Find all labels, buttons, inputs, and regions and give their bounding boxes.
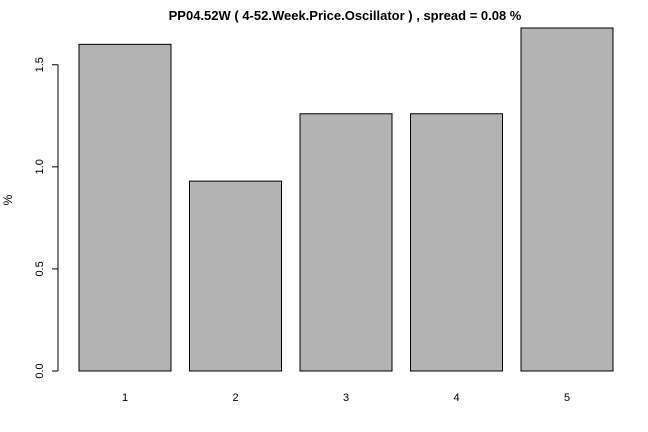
- bar-3: [299, 113, 393, 372]
- x-axis-labels: 1 2 3 4 5: [122, 392, 570, 404]
- y-tick-label: 1.5: [34, 57, 46, 72]
- y-tick-label: 0.5: [34, 261, 46, 276]
- y-axis-label: %: [1, 194, 15, 205]
- x-tick-label: 3: [343, 392, 349, 404]
- y-tick-label: 1.0: [34, 159, 46, 174]
- x-tick-label: 1: [122, 392, 128, 404]
- x-tick-label: 4: [453, 392, 459, 404]
- bar-2: [189, 180, 282, 372]
- bar-1: [78, 43, 172, 372]
- chart-title: PP04.52W ( 4-52.Week.Price.Oscillator ) …: [169, 8, 522, 23]
- y-tick-label: 0.0: [34, 363, 46, 378]
- x-tick-label: 2: [232, 392, 238, 404]
- y-axis: 0.0 0.5 1.0 1.5: [34, 57, 59, 379]
- x-tick-label: 5: [564, 392, 570, 404]
- bar-4: [410, 113, 503, 372]
- bar-5: [520, 27, 614, 372]
- bars: [78, 27, 614, 372]
